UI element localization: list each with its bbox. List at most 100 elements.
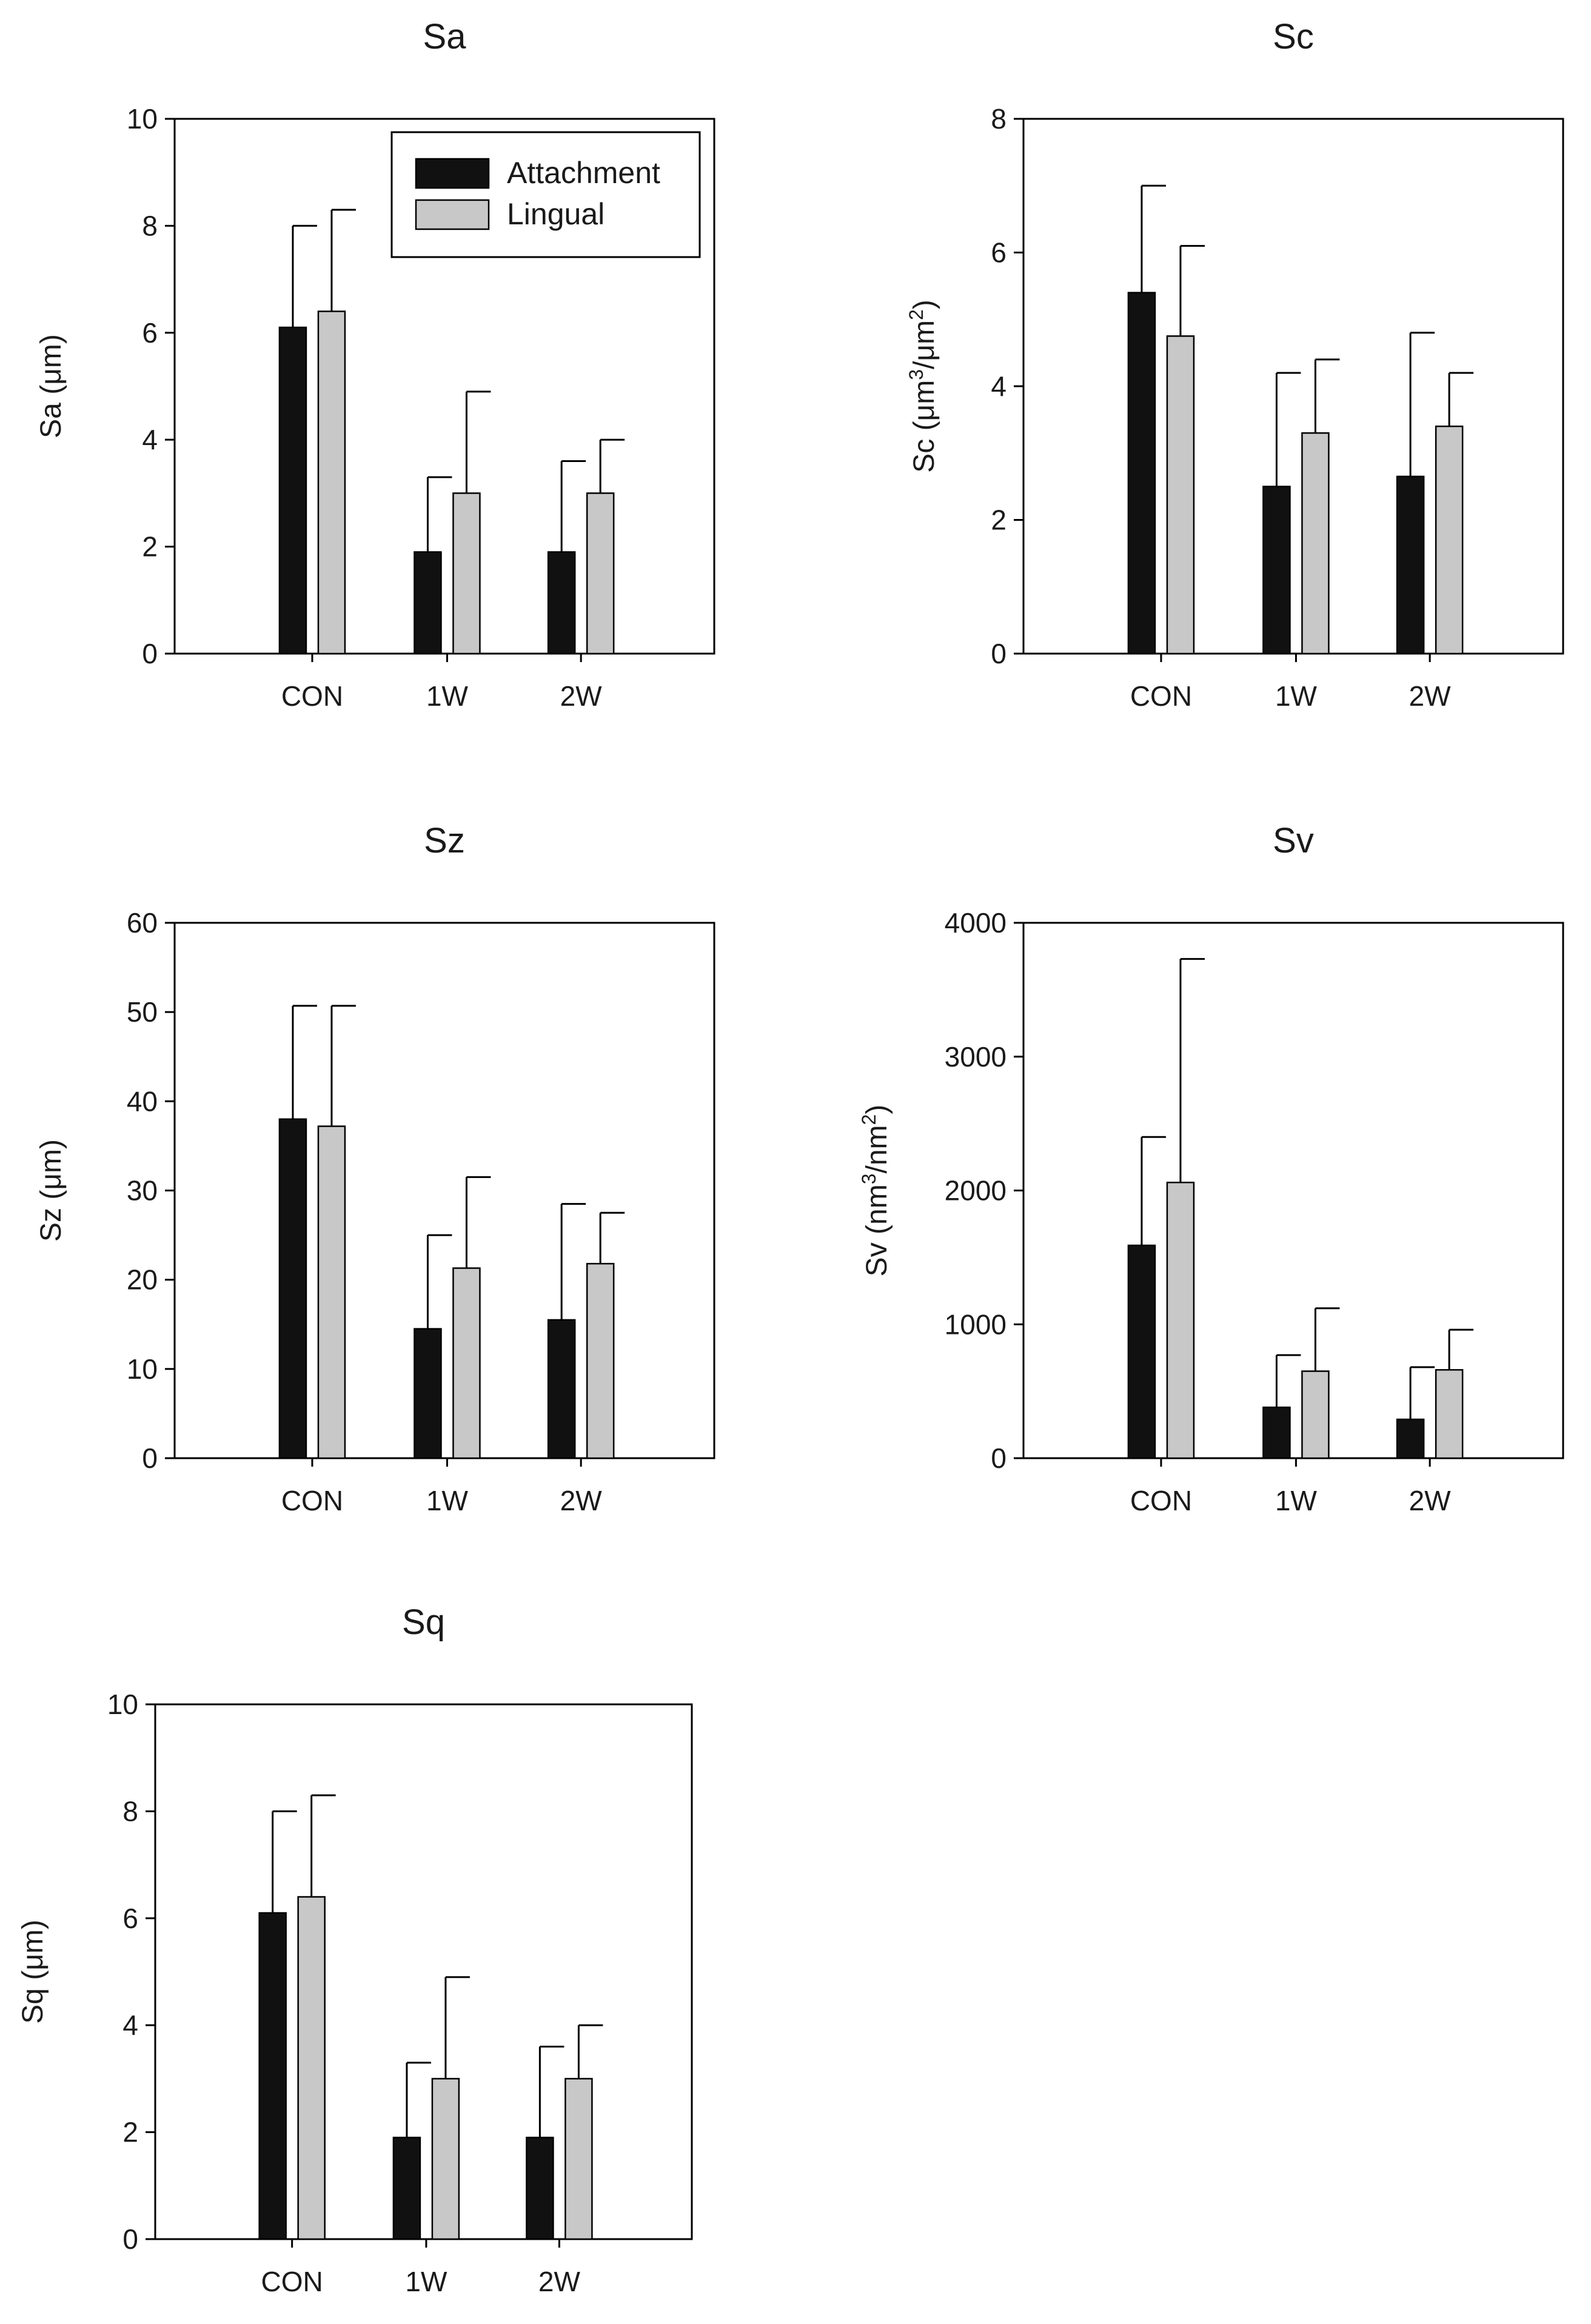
bar-lingual	[564, 2078, 593, 2240]
bar-attachment	[258, 1912, 287, 2240]
y-tick-label: 6	[142, 317, 158, 349]
plot-frame	[154, 1703, 693, 2240]
bar-attachment	[1396, 475, 1425, 655]
y-axis-label-part: Sz (μm)	[35, 1139, 67, 1242]
bar-lingual	[586, 492, 615, 655]
bar-lingual	[1166, 335, 1195, 655]
x-tick-label: 1W	[1275, 1485, 1318, 1516]
y-tick-label: 60	[127, 907, 158, 939]
y-tick-label: 6	[122, 1903, 138, 1934]
y-tick-label: 10	[107, 1689, 138, 1720]
y-tick-label: 20	[127, 1264, 158, 1296]
x-tick-label: 1W	[1275, 680, 1318, 712]
bar-attachment	[547, 1319, 576, 1459]
y-axis-label-part: Sv (nm	[861, 1184, 893, 1276]
y-axis-label-superscript: 3	[858, 1173, 880, 1184]
y-tick-label: 2	[142, 531, 158, 563]
x-tick-label: 2W	[538, 2266, 581, 2297]
y-axis-label-part: Sa (μm)	[35, 334, 67, 438]
y-axis-label: Sz (μm)	[35, 1139, 67, 1242]
plot-frame	[173, 118, 715, 655]
y-tick-label: 2000	[945, 1175, 1007, 1207]
y-tick-label: 0	[122, 2223, 138, 2255]
y-tick-label: 0	[142, 1442, 158, 1474]
plot-frame	[1022, 922, 1564, 1459]
chart-title: Sv	[1273, 821, 1314, 860]
y-tick-label: 6	[991, 237, 1007, 269]
x-tick-label: CON	[1130, 1485, 1192, 1516]
bar-attachment	[392, 2137, 421, 2240]
y-tick-label: 3000	[945, 1041, 1007, 1073]
plot-frame	[1022, 118, 1564, 655]
y-axis-label: Sq (μm)	[17, 1920, 49, 2024]
legend-box	[390, 131, 701, 258]
bar-lingual	[1435, 1369, 1464, 1459]
chart-title: Sq	[402, 1602, 445, 1642]
bar-lingual	[586, 1262, 615, 1459]
y-axis-label-part: /nm	[861, 1125, 893, 1173]
y-tick-label: 4	[991, 370, 1007, 402]
chart-sz: Sz 0 10 20 30 40 50 60 Sz (μm) CON 1W 2W	[35, 821, 715, 1516]
chart-sc: Sc 0 2 4 6 8 Sc (μm3/μm2) CON 1W 2W	[905, 17, 1564, 712]
bar-attachment	[526, 2137, 554, 2240]
bar-attachment	[1127, 1244, 1156, 1459]
chart-sq: Sq 0 2 4 6 8 10 Sq (μm) CON 1W 2W	[17, 1602, 693, 2297]
legend-swatch-lingual	[415, 199, 490, 230]
y-tick-label: 30	[127, 1175, 158, 1207]
chart-title: Sz	[424, 821, 465, 860]
bar-lingual	[1301, 1370, 1330, 1459]
y-tick-label: 1000	[945, 1308, 1007, 1340]
x-tick-label: 2W	[560, 680, 603, 712]
chart-title: Sa	[423, 17, 467, 56]
bar-attachment	[1396, 1418, 1425, 1459]
y-tick-label: 8	[142, 210, 158, 241]
y-tick-label: 0	[991, 1442, 1007, 1474]
bar-lingual	[1435, 425, 1464, 655]
bar-attachment	[278, 1118, 307, 1459]
chart-sa: Sa 0 2 4 6 8 10 Sa (μm) CON 1W 2W Attachment Lingual	[35, 17, 715, 712]
y-tick-label: 4000	[945, 907, 1007, 939]
y-tick-label: 0	[142, 638, 158, 669]
bar-attachment	[1127, 292, 1156, 655]
y-axis-label: Sv (nm3/nm2)	[858, 1105, 893, 1277]
legend-label-lingual: Lingual	[507, 197, 605, 231]
bar-lingual	[431, 2078, 460, 2240]
y-tick-label: 2	[122, 2117, 138, 2148]
x-tick-label: 1W	[405, 2266, 447, 2297]
y-axis-label: Sc (μm3/μm2)	[905, 300, 940, 473]
y-tick-label: 50	[127, 996, 158, 1028]
bar-lingual	[297, 1896, 326, 2240]
y-axis-label-superscript: 3	[905, 369, 927, 380]
bar-lingual	[317, 1125, 346, 1459]
bar-lingual	[317, 310, 346, 655]
bar-attachment	[1262, 1406, 1291, 1459]
y-tick-label: 4	[122, 2009, 138, 2041]
y-axis-label-superscript: 2	[905, 309, 927, 320]
y-tick-label: 4	[142, 424, 158, 455]
x-tick-label: CON	[281, 680, 343, 712]
bar-lingual	[452, 492, 481, 655]
y-axis-label-part: )	[908, 300, 940, 309]
y-axis-label-superscript: 2	[858, 1114, 880, 1125]
bar-attachment	[1262, 486, 1291, 655]
y-tick-label: 0	[991, 638, 1007, 669]
bar-attachment	[547, 551, 576, 655]
plot-frame	[173, 922, 715, 1459]
bar-lingual	[1166, 1182, 1195, 1459]
y-tick-label: 8	[991, 103, 1007, 135]
y-tick-label: 2	[991, 504, 1007, 536]
x-tick-label: CON	[281, 1485, 343, 1516]
y-axis-label-part: )	[861, 1105, 893, 1114]
x-tick-label: 2W	[1409, 680, 1452, 712]
chart-sv: Sv 0 1000 2000 3000 4000 Sv (nm3/nm2) CON 1W 2W	[858, 821, 1564, 1516]
y-axis-label-part: Sc (μm	[908, 380, 940, 473]
x-tick-label: 2W	[1409, 1485, 1452, 1516]
y-tick-label: 40	[127, 1085, 158, 1117]
y-tick-label: 10	[127, 103, 158, 135]
bar-attachment	[414, 551, 442, 655]
x-tick-label: CON	[1130, 680, 1192, 712]
bar-lingual	[452, 1267, 481, 1459]
chart-title: Sc	[1273, 17, 1314, 56]
y-axis-label: Sa (μm)	[35, 334, 67, 438]
